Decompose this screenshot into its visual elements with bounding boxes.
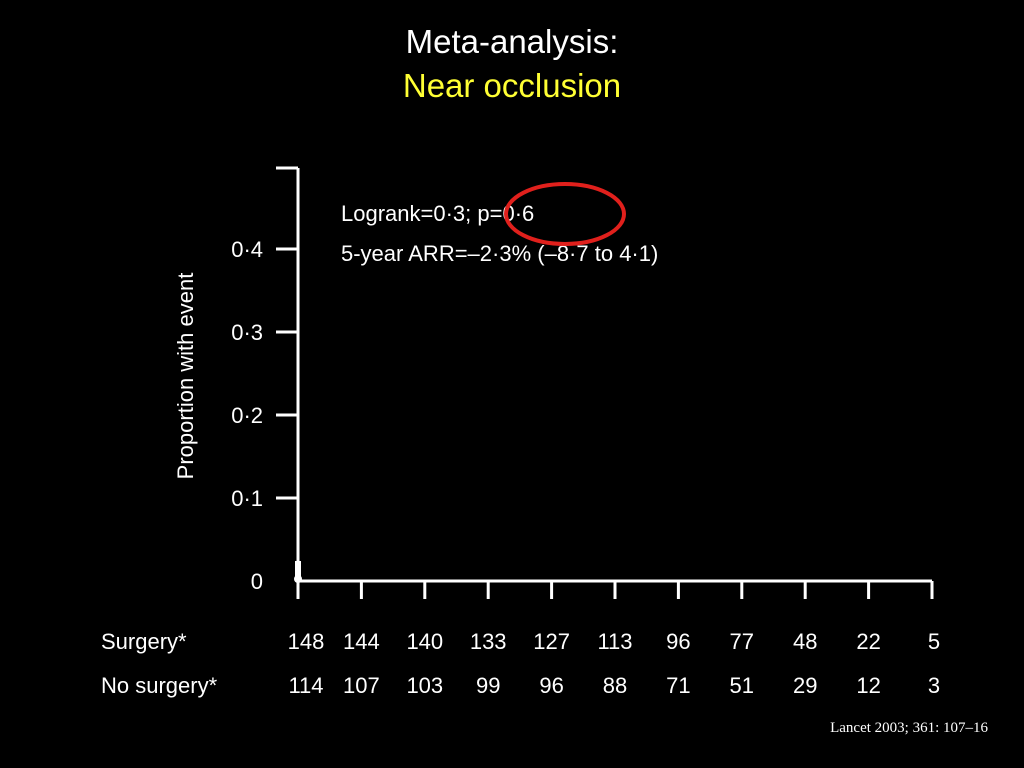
at-risk-count: 51	[730, 673, 754, 698]
at-risk-count: 71	[666, 673, 690, 698]
at-risk-count: 140	[406, 629, 443, 654]
at-risk-count: 113	[597, 629, 632, 654]
y-tick-label: 0·1	[231, 486, 263, 511]
at-risk-count: 107	[343, 673, 380, 698]
at-risk-count: 96	[666, 629, 690, 654]
at-risk-count: 99	[476, 673, 500, 698]
origin-marker	[295, 561, 301, 581]
at-risk-count: 12	[856, 673, 880, 698]
at-risk-count: 29	[793, 673, 817, 698]
y-axis-label: Proportion with event	[173, 273, 198, 480]
at-risk-label: No surgery*	[101, 673, 218, 698]
at-risk-count: 114	[288, 673, 323, 698]
logrank-annotation: Logrank=0·3; p=0·6	[341, 201, 534, 226]
at-risk-count: 5	[928, 629, 940, 654]
at-risk-count: 96	[539, 673, 563, 698]
y-tick-label: 0·2	[231, 403, 263, 428]
at-risk-count: 88	[603, 673, 627, 698]
y-tick-label: 0·4	[231, 237, 263, 262]
highlight-ellipse	[504, 182, 626, 246]
y-tick-label: 0	[251, 569, 263, 594]
at-risk-count: 22	[856, 629, 880, 654]
at-risk-count: 148	[288, 629, 325, 654]
arr-annotation: 5-year ARR=–2·3% (–8·7 to 4·1)	[341, 241, 658, 266]
origin-dot	[294, 575, 302, 583]
citation: Lancet 2003; 361: 107–16	[830, 720, 988, 736]
at-risk-count: 3	[928, 673, 940, 698]
at-risk-count: 48	[793, 629, 817, 654]
at-risk-label: Surgery*	[101, 629, 187, 654]
slide-title: Meta-analysis:	[405, 23, 619, 60]
at-risk-count: 144	[343, 629, 380, 654]
slide-subtitle: Near occlusion	[402, 67, 622, 104]
at-risk-count: 77	[730, 629, 754, 654]
y-tick-label: 0·3	[231, 320, 263, 345]
at-risk-count: 127	[533, 629, 570, 654]
at-risk-count: 133	[470, 629, 507, 654]
at-risk-count: 103	[406, 673, 443, 698]
